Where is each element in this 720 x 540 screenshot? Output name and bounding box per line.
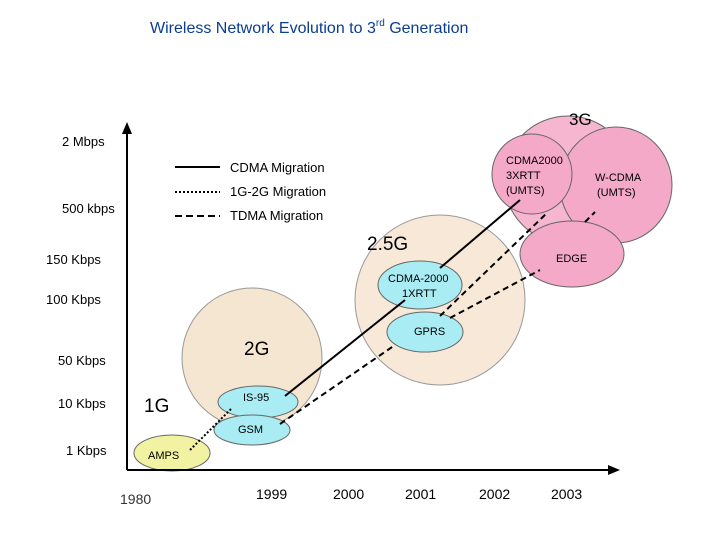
- x-label-2001: 2001: [405, 486, 436, 502]
- title-superscript: rd: [376, 18, 385, 29]
- x-label-1980: 1980: [120, 491, 151, 507]
- legend-label-1g2g: 1G-2G Migration: [230, 184, 326, 199]
- bubble-gprs: [386, 311, 464, 353]
- path-edge-wcdma: [584, 211, 596, 223]
- bubble-cdma2000-3xrtt: [491, 133, 573, 215]
- node-label-edge: EDGE: [556, 253, 587, 265]
- y-label-100kbps: 100 Kbps: [46, 292, 101, 307]
- node-label-amps: AMPS: [148, 450, 179, 462]
- node-label-is95: IS-95: [243, 392, 269, 404]
- node-label-cdma2000-3x-line3: (UMTS): [506, 185, 545, 197]
- y-label-50kbps: 50 Kbps: [58, 353, 106, 368]
- node-label-wcdma-line1: W-CDMA: [595, 172, 642, 184]
- x-label-2003: 2003: [551, 486, 582, 502]
- x-label-2000: 2000: [333, 486, 364, 502]
- legend-label-tdma: TDMA Migration: [230, 208, 323, 223]
- legend-label-cdma: CDMA Migration: [230, 160, 325, 175]
- node-label-cdma2000-1x-line1: CDMA-2000: [388, 273, 449, 285]
- node-label-cdma2000-3x-line2: 3XRTT: [506, 170, 541, 182]
- y-label-500kbps: 500 kbps: [62, 201, 115, 216]
- bubble-edge: [519, 220, 625, 288]
- path-gprs-edge: [449, 269, 541, 319]
- path-gsm-gprs: [279, 344, 396, 425]
- generation-label-2g: 2G: [244, 339, 269, 360]
- generation-label-3g: 3G: [569, 110, 592, 129]
- y-label-2mbps: 2 Mbps: [62, 134, 105, 149]
- path-amps-is95: [189, 407, 233, 451]
- y-label-1kbps: 1 Kbps: [66, 443, 107, 458]
- path-cdma1x-cdma3x: [439, 199, 521, 269]
- title-tail: Generation: [385, 20, 469, 37]
- node-label-wcdma-line2: (UMTS): [597, 187, 636, 199]
- y-axis-arrowhead: [122, 122, 132, 134]
- generation-label-2-5g: 2.5G: [367, 234, 408, 255]
- y-label-150kbps: 150 Kbps: [46, 252, 101, 267]
- path-gprs-wcdma: [439, 211, 549, 317]
- node-label-cdma2000-1x-line2: 1XRTT: [402, 288, 437, 300]
- generation-label-1g: 1G: [144, 396, 169, 417]
- x-label-2002: 2002: [479, 486, 510, 502]
- x-label-1999: 1999: [256, 486, 287, 502]
- title-main: Wireless Network Evolution to 3: [150, 20, 376, 37]
- path-is95-cdma1x: [284, 299, 406, 397]
- node-label-cdma2000-3x-line1: CDMA2000: [506, 155, 563, 167]
- node-label-gsm: GSM: [238, 424, 263, 436]
- y-label-10kbps: 10 Kbps: [58, 396, 106, 411]
- bubble-cdma2000-1xrtt: [377, 260, 463, 310]
- diagram-title: Wireless Network Evolution to 3rd Genera…: [150, 18, 468, 37]
- node-label-gprs: GPRS: [414, 326, 445, 338]
- x-axis-arrowhead: [608, 465, 620, 475]
- bubble-gsm: [213, 414, 291, 446]
